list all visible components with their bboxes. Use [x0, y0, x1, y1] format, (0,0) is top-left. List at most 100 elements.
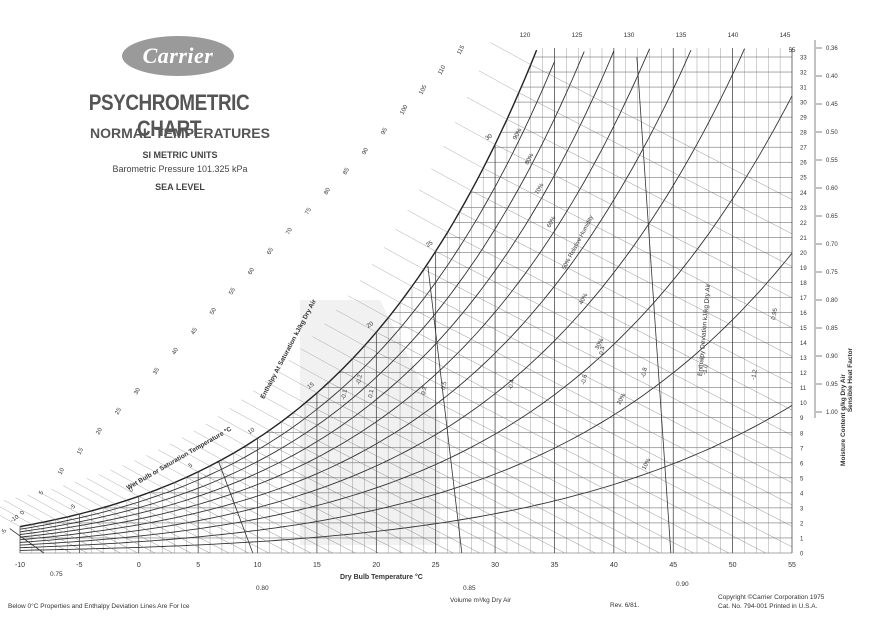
enthalpy-deviation-label: -1.0 — [702, 363, 710, 375]
moisture-tick: 32 — [800, 71, 807, 77]
enthalpy-extension — [86, 478, 127, 501]
moisture-tick: 33 — [800, 56, 807, 62]
wet-bulb-tick: 30 — [485, 133, 494, 142]
enthalpy-extension — [0, 515, 21, 527]
wet-bulb-line — [494, 144, 793, 298]
wet-bulb-line — [459, 211, 793, 384]
dry-bulb-tick: 50 — [729, 562, 737, 569]
wet-bulb-line — [423, 269, 793, 460]
moisture-tick: 29 — [800, 116, 807, 122]
rh-label: 10% — [641, 457, 652, 471]
enthalpy-tick: 15 — [76, 447, 85, 456]
dry-bulb-tick: 55 — [788, 562, 796, 569]
wet-bulb-line — [518, 92, 793, 234]
rh-label: 80% — [524, 152, 535, 166]
enthalpy-top-tick: 130 — [624, 32, 635, 39]
enthalpy-extension — [229, 408, 270, 431]
enthalpy-extension — [3, 499, 44, 523]
moisture-tick: 24 — [800, 191, 807, 197]
moisture-tick: 26 — [800, 161, 807, 167]
enthalpy-extension — [264, 380, 306, 404]
wet-bulb-tick: 15 — [307, 381, 316, 390]
wet-bulb-line — [162, 487, 290, 554]
enthalpy-extension — [39, 491, 80, 515]
wet-bulb-line — [281, 421, 536, 554]
shf-tick-label: 0.36 — [826, 46, 838, 52]
volume-line — [9, 528, 44, 554]
rh-curve — [19, 50, 615, 535]
enthalpy-tick: 110 — [437, 64, 447, 76]
enthalpy-tick: 75 — [304, 207, 313, 216]
wet-bulb-line — [483, 168, 793, 328]
enthalpy-top-tick: 125 — [572, 32, 583, 39]
shf-tick-label: 0.55 — [826, 158, 838, 164]
carrier-logo: Carrier — [122, 36, 234, 76]
enthalpy-extension — [146, 455, 187, 478]
shf-axis-title: Sensible Heat Factor — [847, 347, 854, 412]
wet-bulb-line — [530, 64, 793, 200]
wet-bulb-line — [293, 412, 565, 554]
enthalpy-top-tick: 140 — [728, 32, 739, 39]
shf-tick-label: 0.40 — [826, 74, 838, 80]
dry-bulb-tick: 0 — [137, 562, 141, 569]
enthalpy-tick: 0 — [19, 510, 26, 516]
enthalpy-tick: 80 — [323, 187, 332, 196]
enthalpy-extension — [336, 310, 377, 333]
moisture-tick: 1 — [800, 536, 804, 542]
dry-bulb-tick: -10 — [15, 562, 25, 569]
wet-bulb-line — [245, 445, 454, 554]
dry-bulb-tick: 5 — [196, 562, 200, 569]
enthalpy-extension — [122, 465, 163, 488]
enthalpy-deviation-label: -0.2 — [356, 373, 364, 385]
wet-bulb-line — [304, 402, 596, 554]
volume-line — [218, 462, 254, 554]
enthalpy-deviation-title: Enthalpy Deviation kJ/kg Dry Air — [697, 283, 712, 377]
moisture-tick: 28 — [800, 131, 807, 137]
chart-title: PSYCHROMETRIC CHART — [88, 90, 250, 141]
enthalpy-deviation-label: 0.2 — [421, 385, 428, 395]
moisture-tick: 14 — [800, 341, 807, 347]
shf-tick-label: 1.00 — [826, 410, 838, 416]
enthalpy-tick: 25 — [114, 407, 123, 416]
enthalpy-tick: 60 — [247, 267, 256, 276]
shf-tick-label: 0.85 — [826, 326, 838, 332]
shf-tick-label: 0.45 — [826, 102, 838, 108]
dry-bulb-tick: -5 — [76, 562, 82, 569]
wet-bulb-line — [103, 507, 192, 554]
rh-label: 30% — [594, 337, 605, 351]
saturation-curve — [19, 49, 538, 528]
volume-tick: 0.85 — [463, 585, 476, 592]
enthalpy-extension — [134, 460, 175, 483]
shf-tick-label: 0.70 — [826, 242, 838, 248]
enthalpy-tick: 115 — [456, 44, 466, 56]
wet-bulb-line — [198, 471, 356, 554]
moisture-tick: 7 — [800, 446, 804, 452]
moisture-tick: 6 — [800, 461, 804, 467]
enthalpy-extension — [407, 210, 448, 233]
rh-curve — [19, 48, 745, 543]
enthalpy-extension — [15, 497, 56, 520]
enthalpy-extension — [359, 280, 401, 303]
volume-line — [636, 56, 672, 554]
wet-bulb-line — [447, 232, 793, 411]
wet-bulb-line — [67, 516, 138, 554]
enthalpy-tick: 105 — [418, 84, 428, 96]
enthalpy-deviation-label: -0.4 — [508, 378, 516, 390]
moisture-tick: 31 — [800, 86, 807, 92]
moisture-tick: 21 — [800, 236, 807, 242]
moisture-tick: 10 — [800, 401, 807, 407]
rh-curve — [19, 51, 585, 533]
wet-bulb-line — [257, 438, 480, 554]
enthalpy-extension — [443, 146, 484, 169]
moisture-tick: 0 — [800, 552, 804, 558]
enthalpy-deviation-label: -1.2 — [751, 368, 759, 380]
enthalpy-extension — [276, 370, 318, 394]
enthalpy-extension — [312, 336, 353, 359]
wet-bulb-line — [174, 482, 311, 554]
comfort-zone-shade — [300, 300, 440, 545]
enthalpy-tick: 40 — [171, 347, 180, 356]
shf-tick-label: 0.90 — [826, 354, 838, 360]
dry-bulb-axis-title: Dry Bulb Temperature °C — [340, 574, 423, 581]
enthalpy-extension — [63, 485, 104, 508]
enthalpy-extension — [490, 42, 531, 65]
